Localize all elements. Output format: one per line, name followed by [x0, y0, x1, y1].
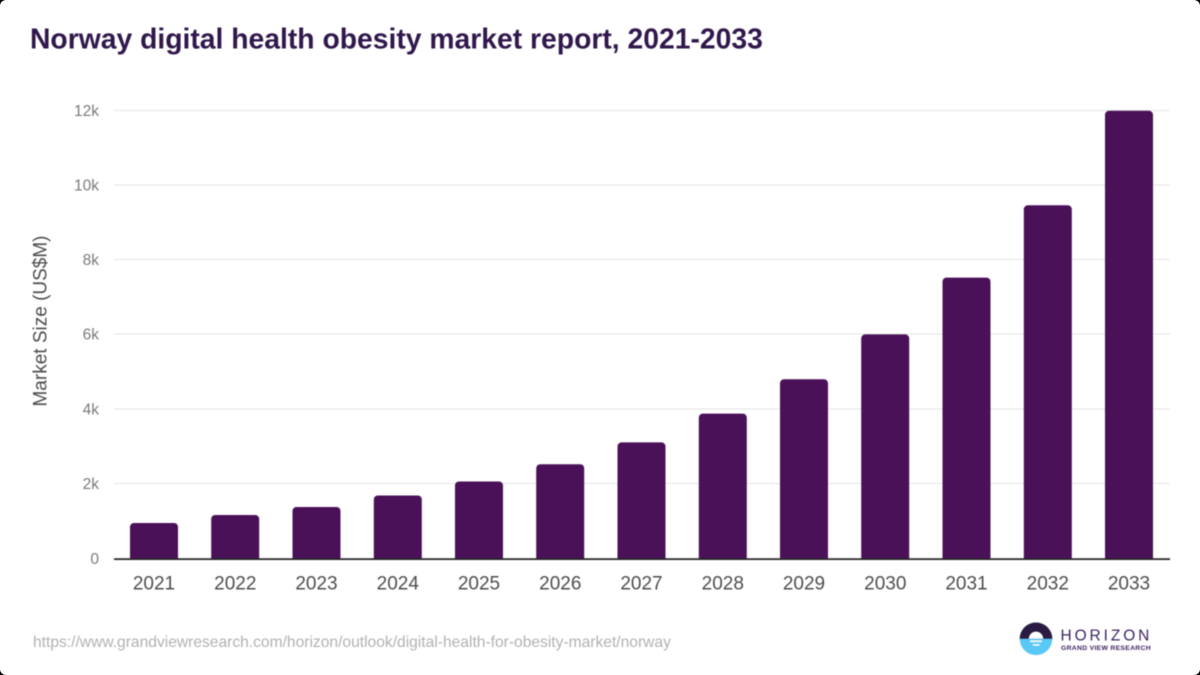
svg-text:2022: 2022 [214, 574, 256, 595]
svg-text:0: 0 [90, 551, 99, 568]
svg-text:2029: 2029 [783, 574, 825, 595]
svg-text:2024: 2024 [377, 574, 420, 595]
svg-text:2k: 2k [83, 476, 100, 493]
svg-text:Norway digital health obesity: Norway digital health obesity market rep… [30, 23, 763, 55]
svg-text:4k: 4k [83, 402, 100, 419]
svg-text:10k: 10k [74, 178, 99, 195]
svg-text:2032: 2032 [1027, 574, 1069, 595]
svg-text:6k: 6k [83, 327, 100, 344]
svg-text:2030: 2030 [864, 574, 906, 595]
svg-text:2031: 2031 [945, 574, 987, 595]
svg-text:HORIZON: HORIZON [1061, 627, 1153, 644]
svg-text:2028: 2028 [702, 574, 744, 595]
svg-text:2033: 2033 [1108, 574, 1150, 595]
svg-text:2025: 2025 [458, 574, 500, 595]
svg-text:8k: 8k [83, 252, 100, 269]
svg-text:https://www.grandviewresearch.: https://www.grandviewresearch.com/horizo… [33, 634, 671, 651]
svg-text:2021: 2021 [133, 574, 175, 595]
svg-text:2023: 2023 [295, 574, 337, 595]
svg-text:GRAND VIEW RESEARCH: GRAND VIEW RESEARCH [1061, 645, 1151, 652]
svg-text:2027: 2027 [620, 574, 662, 595]
svg-text:2026: 2026 [539, 574, 581, 595]
svg-text:12k: 12k [74, 103, 99, 120]
svg-text:Market Size (US$M): Market Size (US$M) [31, 235, 52, 406]
